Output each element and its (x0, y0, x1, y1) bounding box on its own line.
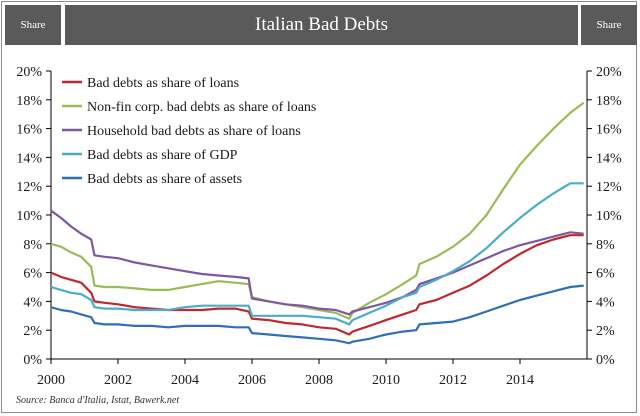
y-tick-label-left: 6% (23, 267, 42, 282)
y-tick-label-right: 6% (596, 267, 615, 282)
y-tick-label-left: 16% (16, 123, 42, 138)
y-tick-label-left: 18% (16, 94, 42, 109)
x-tick-label: 2000 (37, 373, 65, 388)
x-tick-label: 2002 (104, 373, 132, 388)
chart-legend: Bad debts as share of loans Non-fin corp.… (62, 76, 316, 187)
legend-label: Bad debts as share of GDP (87, 148, 238, 163)
y-tick-label-right: 14% (596, 151, 622, 166)
series-line (50, 182, 584, 326)
y-tick-label-right: 16% (596, 123, 622, 138)
y-tick-label-right: 0% (596, 353, 615, 368)
chart-series-lines (50, 101, 585, 345)
legend-label: Bad debts as share of assets (87, 172, 242, 187)
y-tick-label-left: 4% (23, 295, 42, 310)
x-tick-label: 2012 (439, 373, 467, 388)
legend-label: Bad debts as share of loans (87, 76, 239, 91)
series-line (50, 234, 584, 336)
x-tick-label: 2010 (372, 373, 400, 388)
y-tick-label-left: 20% (16, 65, 42, 80)
source-note: Source: Banca d'Italia, Istat, Bawerk.ne… (16, 395, 180, 406)
y-tick-label-right: 10% (596, 209, 622, 224)
share-button-right[interactable]: Share (581, 5, 637, 45)
y-tick-label-left: 8% (23, 238, 42, 253)
y-tick-label-right: 18% (596, 94, 622, 109)
y-tick-label-right: 12% (596, 180, 622, 195)
series-line (50, 209, 584, 316)
chart-axes: 0% 0% 2% 2% 4% 4% 6% 6% 8% 8% 10% 10% 12% 12% 14% 14% 16… (16, 65, 622, 388)
series-line (50, 284, 584, 345)
share-button-left[interactable]: Share (5, 5, 61, 45)
y-tick-label-left: 12% (16, 180, 42, 195)
legend-label: Non-fin corp. bad debts as share of loan… (87, 100, 316, 115)
y-tick-label-left: 0% (23, 353, 42, 368)
y-tick-label-right: 8% (596, 238, 615, 253)
y-tick-label-right: 4% (596, 295, 615, 310)
y-tick-label-left: 14% (16, 151, 42, 166)
y-tick-label-right: 2% (596, 324, 615, 339)
series-line (50, 101, 585, 320)
x-tick-label: 2006 (238, 373, 266, 388)
y-tick-label-right: 20% (596, 65, 622, 80)
y-tick-label-left: 10% (16, 209, 42, 224)
x-tick-label: 2014 (506, 373, 534, 388)
x-tick-label: 2008 (305, 373, 333, 388)
x-tick-label: 2004 (171, 373, 199, 388)
legend-label: Household bad debts as share of loans (87, 124, 301, 139)
y-tick-label-left: 2% (23, 324, 42, 339)
chart-title: Italian Bad Debts (65, 5, 578, 45)
